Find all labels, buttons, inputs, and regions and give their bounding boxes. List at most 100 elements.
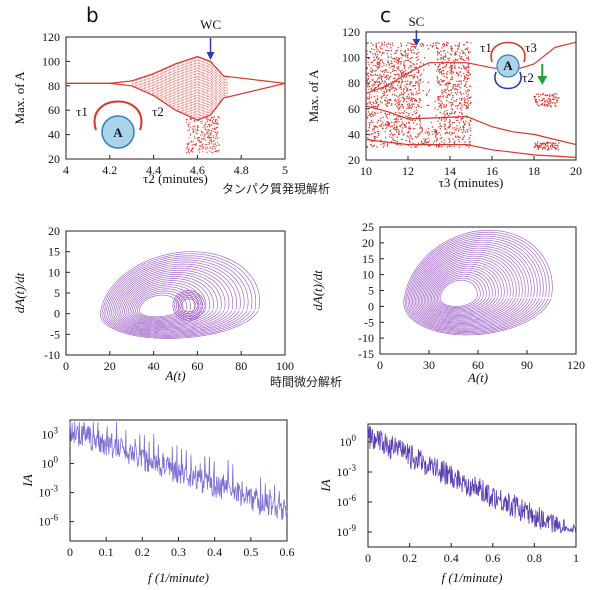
bifurcation-point	[381, 48, 383, 50]
bifurcation-point	[394, 77, 396, 79]
bifurcation-point	[459, 107, 462, 109]
bifurcation-point	[469, 127, 471, 129]
x-tick-label: 40	[148, 359, 160, 373]
bifurcation-point	[199, 148, 201, 151]
bifurcation-point	[383, 94, 386, 96]
bifurcation-point	[452, 96, 454, 99]
bifurcation-point	[457, 136, 460, 138]
bifurcation-point	[443, 73, 445, 75]
bifurcation-point	[468, 59, 470, 61]
bifurcation-point	[368, 101, 370, 103]
bifurcation-point	[408, 97, 410, 100]
bifurcation-point	[460, 83, 462, 85]
bifurcation-point	[451, 104, 453, 106]
bifurcation-point	[541, 147, 544, 149]
phase-trajectory	[105, 257, 249, 336]
bifurcation-point	[413, 128, 416, 130]
lower-branch-line	[365, 138, 577, 158]
y-tick-label: 103	[42, 426, 59, 442]
bifurcation-point	[368, 88, 370, 91]
bifurcation-point	[553, 101, 555, 104]
bifurcation-point	[435, 130, 437, 133]
bifurcation-point	[434, 63, 436, 66]
bifurcation-point	[410, 49, 412, 52]
upper-branch-line	[365, 41, 577, 94]
bifurcation-point	[419, 99, 421, 101]
bifurcation-point	[374, 70, 376, 72]
bifurcation-point	[456, 105, 459, 107]
bifurcation-point	[400, 86, 402, 88]
phase-trajectory	[422, 255, 514, 321]
bifurcation-point	[393, 69, 395, 72]
bifurcation-point	[386, 144, 389, 146]
bifurcation-point	[403, 63, 405, 65]
bifurcation-point	[389, 99, 392, 102]
bifurcation-point	[448, 122, 451, 124]
bifurcation-point	[400, 103, 403, 106]
bifurcation-point	[434, 107, 436, 109]
bifurcation-point	[466, 77, 468, 79]
y-tick-label: -5	[364, 315, 374, 329]
bifurcation-point	[372, 44, 374, 46]
bifurcation-point	[546, 141, 548, 144]
bifurcation-point	[401, 69, 403, 71]
bifurcation-point	[446, 88, 448, 90]
bifurcation-point	[551, 98, 554, 101]
bifurcation-point	[189, 134, 191, 136]
bifurcation-point	[214, 145, 216, 147]
bifurcation-point	[447, 42, 449, 44]
bifurcation-point	[416, 123, 418, 125]
phase-trajectory	[410, 239, 538, 330]
bifurcation-point	[206, 133, 208, 135]
bifurcation-point	[408, 125, 411, 128]
bifurcation-point	[202, 147, 204, 150]
bifurcation-point	[541, 99, 544, 101]
x-tick-label: 0.6	[280, 545, 295, 559]
bifurcation-point	[423, 57, 426, 59]
bifurcation-point	[540, 144, 542, 146]
bifurcation-point	[540, 94, 542, 96]
bifurcation-point	[395, 100, 398, 102]
phase-trajectory	[131, 286, 195, 322]
bifurcation-point	[381, 51, 384, 54]
bifurcation-point	[385, 76, 387, 78]
phase-trajectory	[435, 273, 487, 311]
bifurcation-point	[386, 145, 389, 148]
bifurcation-point	[371, 129, 374, 131]
bifurcation-point	[553, 96, 555, 98]
bifurcation-point	[209, 130, 211, 132]
bifurcation-point	[543, 97, 545, 100]
bifurcation-point	[214, 142, 216, 144]
x-tick-label: 0.6	[485, 551, 500, 565]
bifurcation-point	[191, 144, 193, 146]
bifurcation-point	[422, 81, 424, 83]
bifurcation-point	[209, 119, 211, 121]
bifurcation-point	[446, 41, 448, 44]
bifurcation-point	[436, 96, 439, 98]
y-tick-label: 0	[368, 299, 374, 313]
inset-tau2-label: τ2	[152, 104, 164, 119]
x-axis-label: A(t)	[467, 370, 488, 385]
bifurcation-point	[418, 101, 420, 103]
bifurcation-point	[433, 130, 436, 133]
bifurcation-point	[401, 72, 404, 74]
bifurcation-point	[451, 64, 453, 67]
bifurcation-point	[405, 139, 408, 142]
spectrum-line	[367, 426, 577, 534]
bifurcation-point	[193, 135, 196, 137]
bifurcation-point	[447, 57, 449, 60]
bifurcation-point	[444, 113, 446, 116]
bifurcation-point	[196, 126, 198, 128]
bifurcation-point	[403, 67, 406, 69]
bifurcation-point	[397, 99, 399, 101]
bifurcation-point	[397, 101, 400, 104]
bifurcation-point	[446, 82, 449, 84]
bifurcation-point	[406, 107, 408, 110]
upper-branch-line	[66, 55, 286, 84]
bifurcation-point	[218, 149, 220, 151]
bifurcation-point	[372, 128, 374, 130]
bifurcation-point	[381, 61, 384, 63]
phase-inner-loop	[176, 293, 202, 318]
bifurcation-point	[443, 106, 445, 108]
phase-trajectory	[135, 290, 188, 320]
